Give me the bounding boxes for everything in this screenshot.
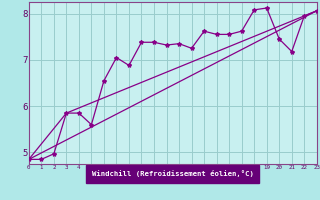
X-axis label: Windchill (Refroidissement éolien,°C): Windchill (Refroidissement éolien,°C) xyxy=(92,170,254,177)
